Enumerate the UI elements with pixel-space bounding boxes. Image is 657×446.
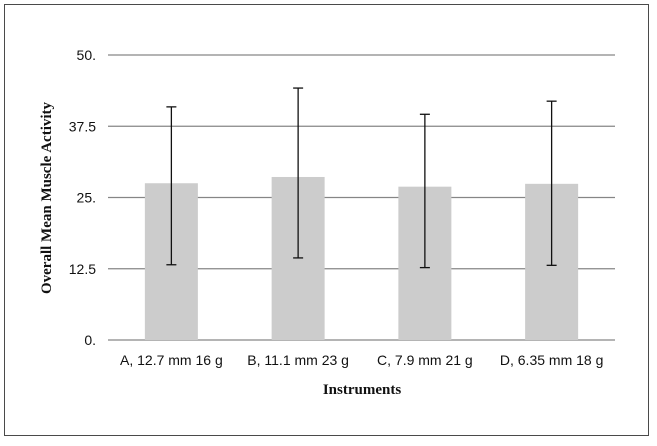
y-tick-label: 12.5: [69, 261, 96, 277]
x-axis-title: Instruments: [323, 382, 402, 398]
error-bars: [166, 87, 557, 269]
y-tick-label: 25.: [77, 190, 96, 206]
x-tick-label: A, 12.7 mm 16 g: [120, 352, 223, 368]
y-tick-label: 37.5: [69, 118, 96, 134]
y-axis-title: Overall Mean Muscle Activity: [39, 101, 55, 294]
x-tick-label: D, 6.35 mm 18 g: [500, 352, 604, 368]
error-bar: [419, 113, 430, 269]
bars: [144, 176, 579, 340]
y-tick-labels: 0. 12.5 25. 37.5 50.: [69, 47, 96, 348]
error-bar: [166, 106, 177, 266]
error-bar: [293, 87, 304, 259]
x-tick-label: C, 7.9 mm 21 g: [377, 352, 473, 368]
y-tick-label: 0.: [84, 332, 96, 348]
x-tick-labels: A, 12.7 mm 16 g B, 11.1 mm 23 g C, 7.9 mm …: [120, 352, 603, 368]
error-bar: [546, 100, 557, 266]
y-tick-label: 50.: [77, 47, 96, 63]
x-tick-label: B, 11.1 mm 23 g: [247, 352, 349, 368]
